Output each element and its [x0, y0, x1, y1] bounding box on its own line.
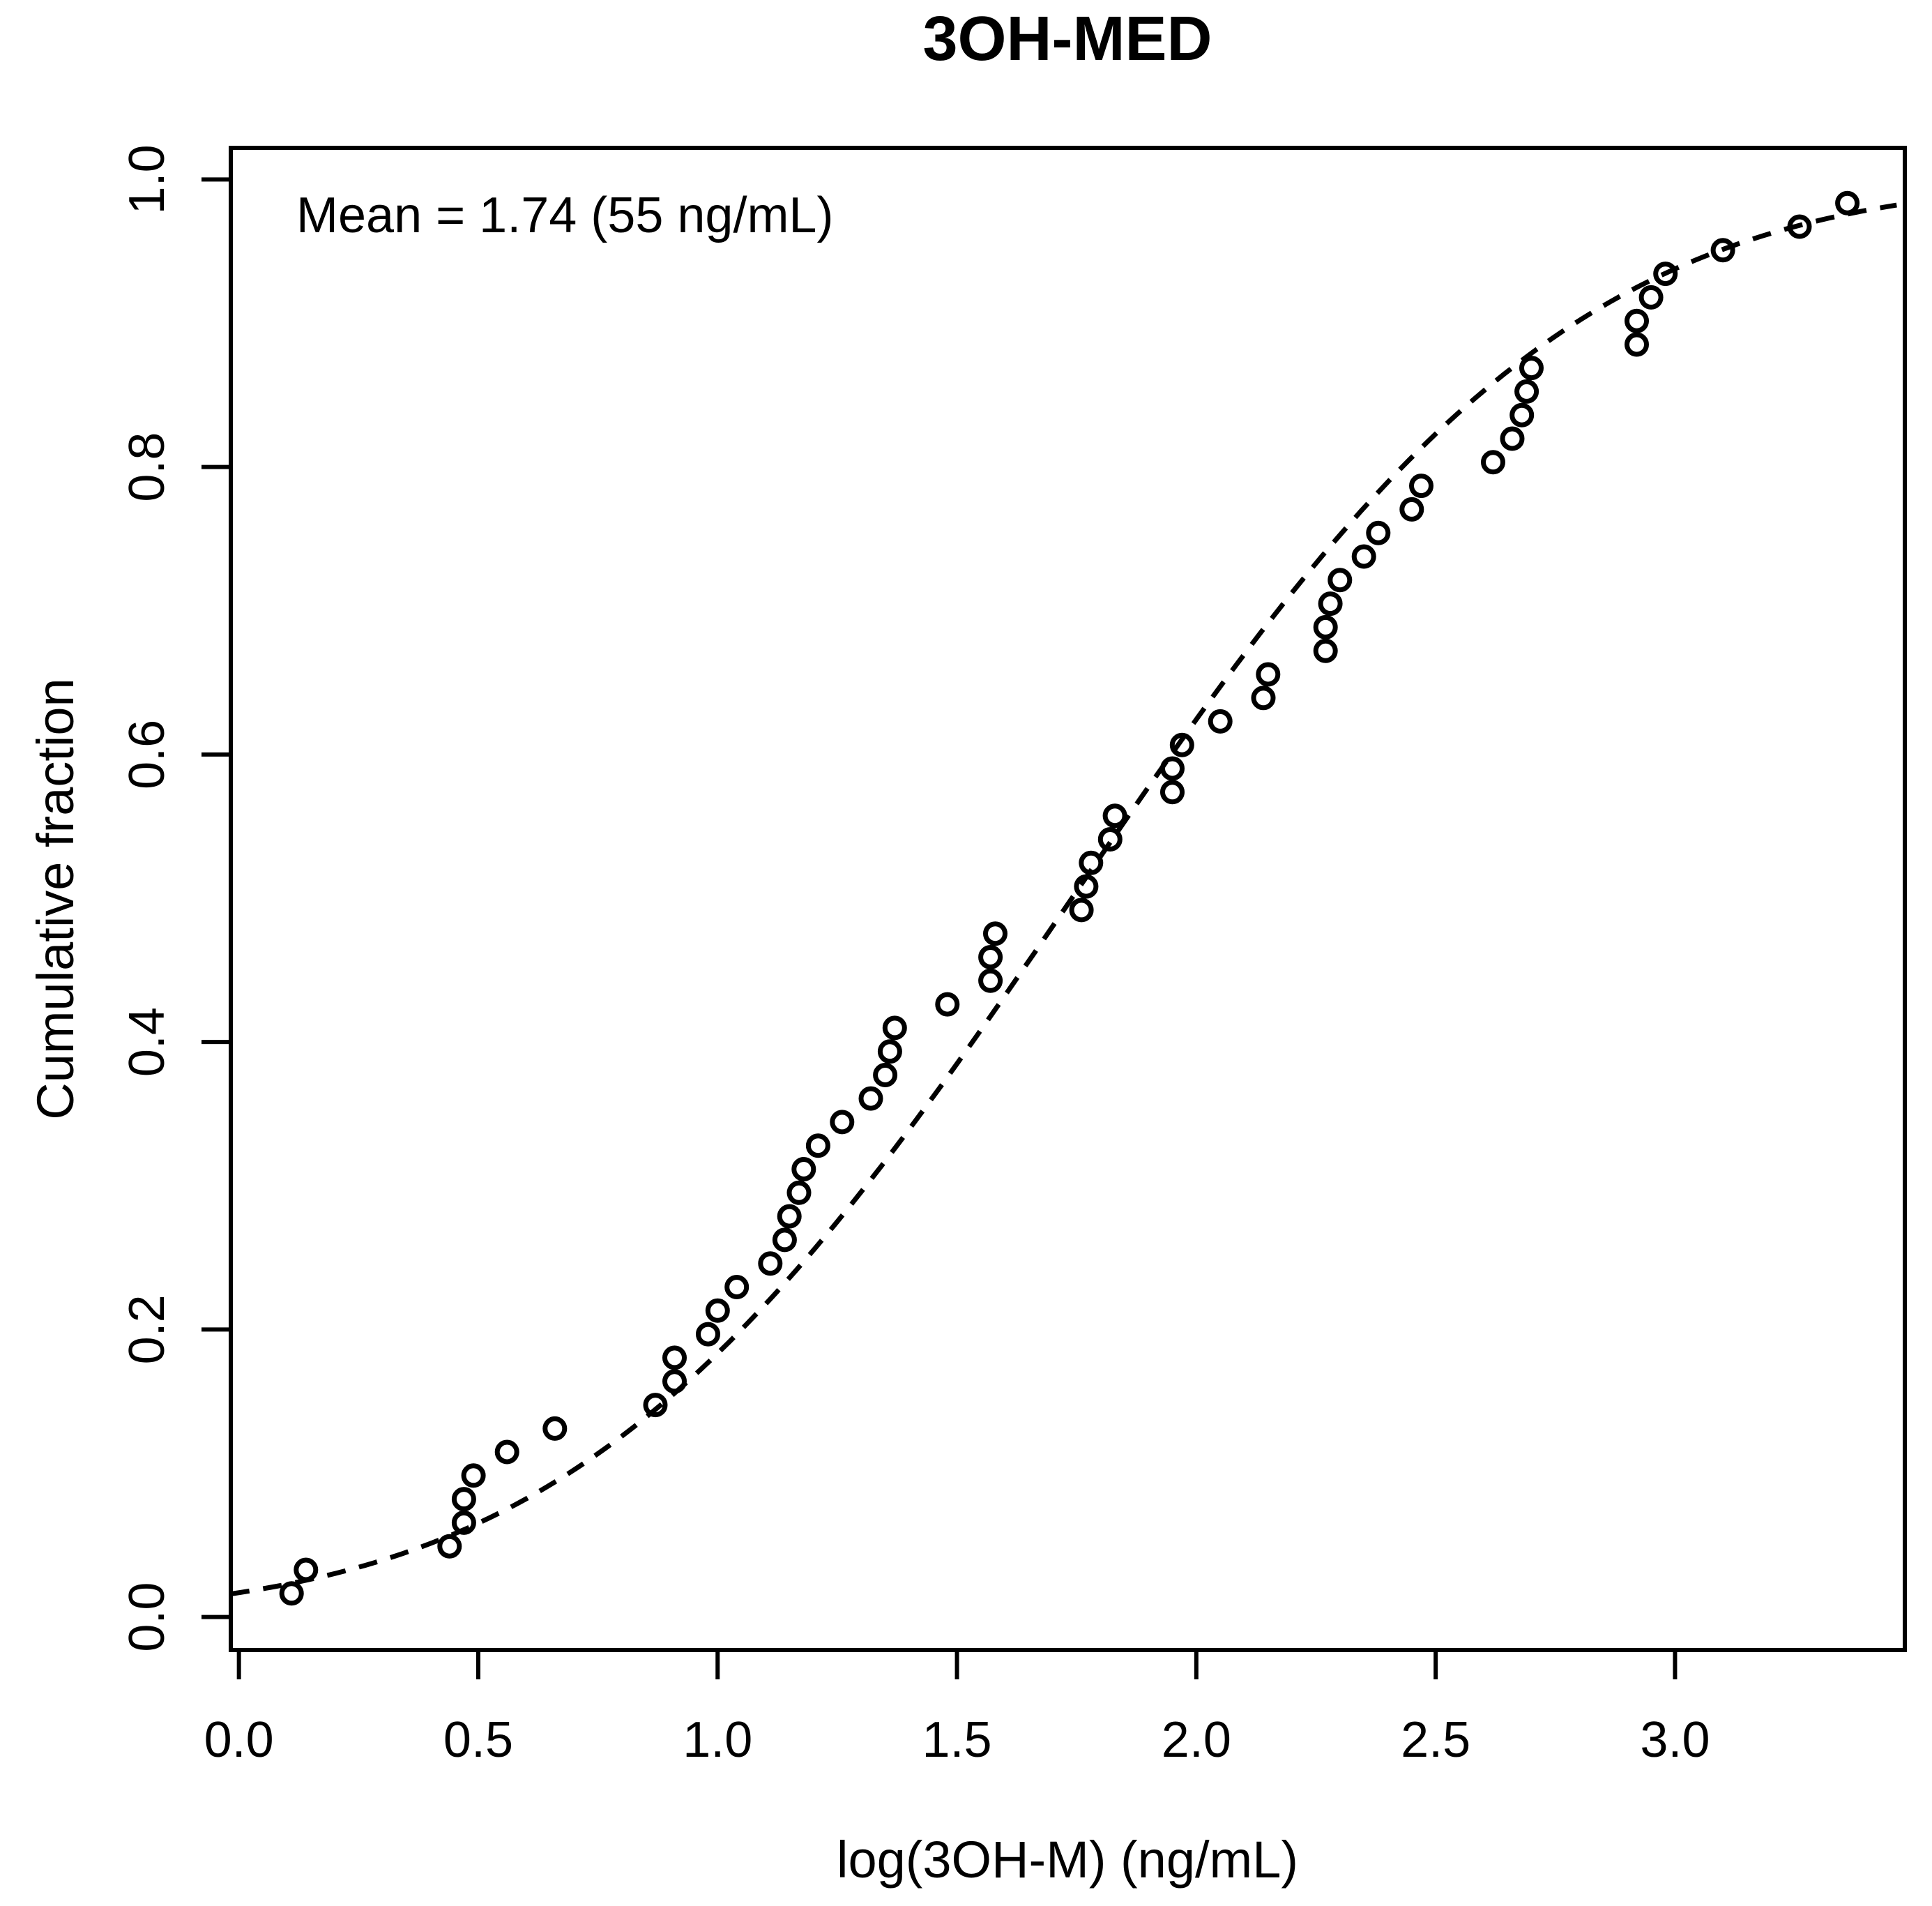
data-point-circle	[279, 1581, 304, 1606]
data-point-circle	[1079, 850, 1104, 875]
data-point-circle	[451, 1510, 476, 1535]
y-tick-label: 1.0	[119, 144, 175, 214]
x-tick-label: 1.0	[683, 1712, 752, 1768]
data-point-circle	[1787, 214, 1812, 239]
data-point-circle	[1074, 874, 1099, 899]
data-point-circle	[1313, 638, 1338, 663]
data-point-circle	[1519, 356, 1544, 381]
data-point-circle	[1351, 544, 1376, 569]
data-point-circle	[1710, 238, 1735, 263]
data-point-circle	[935, 992, 960, 1017]
data-point-circle	[1256, 662, 1281, 687]
data-point-circle	[1409, 474, 1433, 499]
data-point-circle	[882, 1015, 907, 1041]
y-axis: 0.0 0.2 0.4 0.6 0.8 1.0	[119, 144, 231, 1652]
data-point-circle	[1169, 732, 1194, 757]
data-point-circle	[1481, 450, 1505, 475]
data-point-circle	[791, 1157, 816, 1181]
y-tick-label: 0.4	[119, 1007, 175, 1077]
data-point-circle	[1835, 190, 1860, 215]
data-point-circle	[1625, 308, 1649, 333]
data-point-circle	[461, 1463, 486, 1488]
x-axis: 0.0 0.5 1.0 1.5 2.0 2.5 3.0	[204, 1650, 1710, 1768]
data-point-circle	[805, 1133, 830, 1158]
data-point-circle	[437, 1534, 462, 1559]
y-tick-label: 0.8	[119, 432, 175, 502]
x-tick-label: 0.5	[443, 1712, 513, 1768]
y-tick-label: 0.6	[119, 720, 175, 789]
data-point-circle	[1069, 898, 1094, 923]
data-point-circle	[451, 1487, 476, 1512]
data-point-circle	[1318, 591, 1343, 617]
data-point-circle	[662, 1369, 687, 1394]
data-point-circle	[696, 1322, 720, 1347]
data-point-circle	[858, 1086, 883, 1111]
data-point-circle	[1514, 379, 1539, 404]
y-axis-label: Cumulative fraction	[26, 678, 84, 1119]
data-point-circle	[1500, 426, 1525, 451]
data-point-circle	[1160, 756, 1185, 781]
data-point-circle	[983, 921, 1007, 946]
data-point-circle	[1653, 262, 1678, 287]
data-point-circle	[1251, 686, 1276, 711]
data-point-circle	[877, 1039, 902, 1064]
data-point-circle	[724, 1275, 750, 1299]
x-tick-label: 1.5	[922, 1712, 992, 1768]
data-point-circle	[1638, 285, 1664, 310]
y-tick-label: 0.0	[119, 1582, 175, 1652]
data-point-circle	[1160, 780, 1185, 805]
data-point-circle	[786, 1180, 812, 1205]
fitted-curve-dashed-line	[230, 202, 1897, 1596]
mean-annotation: Mean = 1.74 (55 ng/mL)	[296, 188, 833, 243]
data-point-circle	[978, 945, 1003, 969]
data-point-circle	[1208, 709, 1233, 734]
data-point-circle	[873, 1063, 898, 1087]
data-point-circle	[494, 1439, 519, 1465]
x-axis-label: log(3OH-M) (ng/mL)	[837, 1831, 1298, 1889]
chart-title: 3OH-MED	[922, 4, 1212, 74]
data-point-circle	[542, 1416, 568, 1441]
x-tick-label: 2.5	[1401, 1712, 1470, 1768]
data-point-circle	[758, 1251, 783, 1276]
y-tick-label: 0.2	[119, 1294, 175, 1364]
data-point-circle	[705, 1298, 730, 1323]
data-point-circle	[294, 1557, 319, 1582]
data-point-circle	[1399, 497, 1424, 522]
plot-box	[229, 146, 1907, 1652]
data-point-circle	[1328, 568, 1353, 593]
data-point-circle	[1313, 614, 1338, 640]
x-tick-label: 2.0	[1162, 1712, 1231, 1768]
data-points	[279, 190, 1860, 1606]
data-point-circle	[1366, 520, 1391, 545]
data-point-circle	[1625, 332, 1649, 357]
data-point-circle	[830, 1110, 855, 1135]
data-point-circle	[662, 1345, 687, 1370]
data-point-circle	[643, 1393, 668, 1418]
data-point-circle	[772, 1227, 797, 1253]
data-point-circle	[1509, 402, 1535, 428]
data-point-circle	[1102, 803, 1127, 829]
data-point-circle	[777, 1204, 802, 1229]
data-point-circle	[978, 968, 1003, 993]
x-tick-label: 3.0	[1640, 1712, 1710, 1768]
x-tick-label: 0.0	[204, 1712, 274, 1768]
data-point-circle	[1097, 827, 1123, 852]
